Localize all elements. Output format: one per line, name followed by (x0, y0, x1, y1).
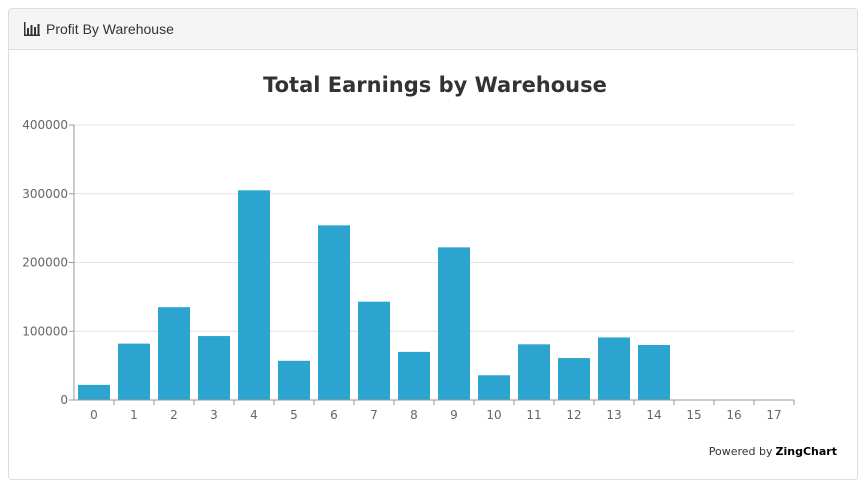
bar-chart: Total Earnings by Warehouse 0 100000 20000… (22, 73, 795, 422)
bar (198, 336, 230, 400)
x-tick-label: 6 (330, 408, 338, 422)
bar (358, 301, 390, 400)
bar (478, 375, 510, 400)
x-tick-label: 1 (130, 408, 138, 422)
grid-layer (74, 124, 794, 332)
bar (278, 360, 310, 400)
x-tick-label: 8 (410, 408, 418, 422)
bar (118, 343, 150, 400)
x-tick-label: 0 (90, 408, 98, 422)
bar (398, 351, 430, 400)
y-tick-label: 100000 (22, 324, 68, 338)
y-tick-label: 300000 (22, 187, 68, 201)
bar (438, 247, 470, 400)
x-tick-label: 7 (370, 408, 378, 422)
x-tick-label: 10 (486, 408, 501, 422)
panel-heading: Profit By Warehouse (9, 9, 857, 50)
x-tick-label: 14 (646, 408, 661, 422)
x-tick-label: 11 (526, 408, 541, 422)
powered-by[interactable]: Powered by ZingChart (709, 445, 837, 458)
bar-layer (78, 190, 670, 400)
bar (518, 344, 550, 400)
y-tick-label: 200000 (22, 256, 68, 270)
chart-title: Total Earnings by Warehouse (263, 73, 607, 97)
bar (558, 358, 590, 400)
powered-by-prefix: Powered by (708, 445, 773, 458)
chart-area: Total Earnings by Warehouse 0 100000 20000… (9, 50, 857, 479)
x-tick-label: 5 (290, 408, 298, 422)
bar (638, 345, 670, 400)
bar (238, 190, 270, 400)
x-tick-label: 16 (726, 408, 741, 422)
x-tick-label: 3 (210, 408, 218, 422)
x-tick-label: 2 (170, 408, 178, 422)
x-tick-label: 9 (450, 408, 458, 422)
x-tick-label: 4 (250, 408, 258, 422)
bar (158, 307, 190, 400)
panel-title: Profit By Warehouse (46, 21, 174, 37)
x-tick-label: 15 (686, 408, 701, 422)
bar (318, 225, 350, 400)
powered-by-brand[interactable]: ZingChart (775, 445, 837, 458)
x-tick-label: 12 (566, 408, 581, 422)
x-tick-label: 17 (766, 408, 781, 422)
y-tick-label: 0 (60, 393, 68, 407)
bar-chart-icon (24, 22, 40, 36)
x-tick-label: 13 (606, 408, 621, 422)
bar (78, 384, 110, 400)
bar (598, 337, 630, 400)
y-tick-label: 400000 (22, 118, 68, 132)
profit-panel: Profit By Warehouse Total Earnings by Wa… (8, 8, 858, 480)
